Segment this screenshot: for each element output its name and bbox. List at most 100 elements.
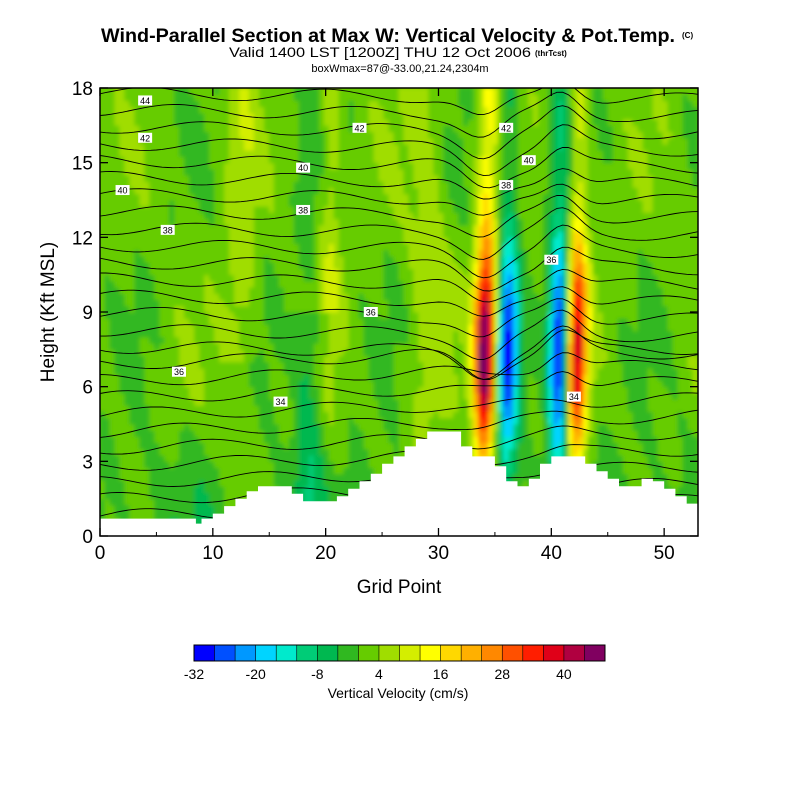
field-cell [154, 286, 161, 294]
field-cell [418, 187, 425, 195]
field-cell [318, 218, 325, 226]
field-cell [433, 267, 440, 276]
field-cell [403, 143, 410, 151]
field-cell [104, 467, 111, 475]
field-cell [283, 99, 290, 108]
field-cell [303, 348, 310, 357]
field-cell [184, 386, 191, 394]
field-cell [263, 211, 270, 220]
field-cell [313, 317, 320, 325]
field-cell [100, 429, 106, 437]
field-cell [169, 193, 176, 201]
field-cell [403, 124, 410, 133]
field-cell [144, 286, 151, 294]
field-cell [438, 99, 445, 108]
field-cell [333, 355, 340, 363]
field-cell [288, 93, 295, 101]
field-cell [388, 280, 395, 288]
field-cell [209, 417, 216, 425]
field-cell [393, 274, 400, 282]
field-cell [313, 435, 320, 444]
field-cell [184, 99, 191, 108]
field-cell [109, 373, 116, 381]
field-cell [258, 317, 265, 325]
field-cell [174, 205, 181, 213]
field-cell [388, 155, 395, 164]
field-cell [298, 149, 305, 157]
field-cell [249, 243, 255, 251]
field-cell [104, 460, 111, 469]
field-cell [348, 187, 355, 195]
field-cell [378, 330, 385, 338]
field-cell [353, 386, 360, 394]
field-cell [308, 168, 315, 176]
field-cell [368, 454, 375, 462]
field-cell [278, 311, 285, 319]
field-cell [139, 442, 146, 450]
field-cell [239, 398, 246, 406]
field-cell [144, 218, 151, 226]
field-cell [373, 137, 380, 145]
field-cell [408, 442, 415, 450]
field-cell [303, 137, 310, 145]
field-cell [189, 460, 196, 469]
field-cell [214, 429, 221, 437]
field-cell [194, 187, 201, 195]
field-cell [194, 174, 201, 182]
field-cell [303, 435, 310, 444]
field-cell [323, 423, 330, 431]
field-cell [258, 174, 265, 182]
field-cell [249, 149, 255, 157]
field-cell [114, 330, 121, 338]
field-cell [139, 155, 146, 164]
field-cell [258, 348, 265, 357]
field-cell [249, 429, 255, 437]
field-cell [318, 149, 325, 157]
field-cell [308, 373, 315, 381]
field-cell [199, 355, 206, 363]
field-cell [219, 373, 226, 381]
field-cell [189, 99, 196, 108]
field-cell [423, 249, 430, 257]
field-cell [179, 137, 186, 145]
field-cell [348, 411, 355, 419]
field-cell [428, 187, 435, 195]
field-cell [224, 460, 231, 469]
field-cell [383, 211, 390, 220]
field-cell [358, 155, 365, 164]
field-cell [189, 379, 196, 388]
field-cell [149, 411, 156, 419]
chart-title: Wind-Parallel Section at Max W: Vertical… [101, 26, 675, 47]
field-cell [144, 243, 151, 251]
field-cell [353, 373, 360, 381]
field-cell [179, 373, 186, 381]
field-cell [174, 88, 181, 95]
field-cell [124, 267, 131, 276]
field-cell [229, 168, 236, 176]
field-cell [184, 317, 191, 325]
field-cell [139, 199, 146, 207]
field-cell [293, 112, 300, 120]
field-cell [164, 373, 171, 381]
field-cell [363, 274, 370, 282]
field-cell [278, 317, 285, 325]
field-cell [124, 162, 131, 170]
field-cell [154, 249, 161, 257]
field-cell [229, 330, 236, 338]
field-cell [239, 379, 246, 388]
field-cell [189, 429, 196, 437]
field-cell [368, 106, 375, 114]
field-cell [258, 280, 265, 288]
field-cell [144, 305, 151, 313]
field-cell [179, 429, 186, 437]
field-cell [273, 224, 280, 232]
field-cell [333, 448, 340, 456]
field-cell [204, 267, 211, 276]
field-cell [428, 255, 435, 263]
field-cell [184, 199, 191, 207]
field-cell [343, 230, 350, 238]
field-cell [159, 392, 166, 400]
field-cell [328, 137, 335, 145]
field-cell [204, 504, 211, 512]
field-cell [244, 286, 250, 294]
